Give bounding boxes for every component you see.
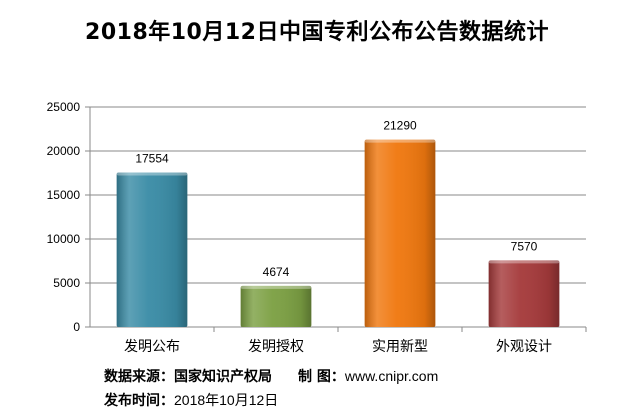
y-tick-label: 10000 bbox=[47, 232, 81, 246]
y-tick-label: 15000 bbox=[47, 188, 81, 202]
source-value: 国家知识产权局 bbox=[174, 369, 272, 385]
data-label: 17554 bbox=[135, 152, 169, 166]
date-value: 2018年10月12日 bbox=[174, 392, 279, 408]
labels: 0 5000 10000 15000 20000 25000 17554 发明公布 4674 发明… bbox=[47, 100, 552, 355]
data-label: 7570 bbox=[511, 239, 538, 253]
x-tick-label: 发明授权 bbox=[248, 339, 304, 355]
date-label: 发布时间： bbox=[104, 393, 174, 409]
data-label: 21290 bbox=[383, 119, 417, 133]
bar-top-highlight bbox=[488, 260, 560, 264]
bar-shading bbox=[488, 260, 560, 327]
bar-top-highlight bbox=[364, 139, 436, 143]
source-label: 数据来源： bbox=[104, 369, 174, 385]
x-tick-label: 发明公布 bbox=[124, 339, 180, 355]
x-tick-label: 实用新型 bbox=[372, 339, 428, 355]
bar-4 bbox=[488, 260, 560, 327]
footer-date-line: 发布时间：2018年10月12日 bbox=[104, 390, 278, 410]
bar-top-highlight bbox=[240, 285, 312, 289]
y-tick-label: 0 bbox=[73, 320, 80, 334]
footer-source-line: 数据来源：国家知识产权局 制 图：www.cnipr.com bbox=[104, 366, 438, 386]
y-tick-label: 5000 bbox=[53, 276, 80, 290]
bar-shading bbox=[240, 285, 312, 327]
bar-shading bbox=[116, 172, 188, 327]
y-tick-label: 25000 bbox=[47, 100, 81, 114]
bar-3 bbox=[364, 139, 436, 327]
credit-value: www.cnipr.com bbox=[344, 368, 439, 384]
credit-label: 制 图： bbox=[298, 369, 345, 385]
bars bbox=[116, 139, 560, 327]
bar-top-highlight bbox=[116, 172, 188, 176]
bar-2 bbox=[240, 285, 312, 327]
bar-1 bbox=[116, 172, 188, 327]
x-tick-label: 外观设计 bbox=[496, 339, 552, 355]
y-tick-label: 20000 bbox=[47, 144, 81, 158]
data-label: 4674 bbox=[263, 265, 290, 279]
bar-shading bbox=[364, 139, 436, 327]
chart-title: 2018年10月12日中国专利公布公告数据统计 bbox=[85, 20, 549, 45]
